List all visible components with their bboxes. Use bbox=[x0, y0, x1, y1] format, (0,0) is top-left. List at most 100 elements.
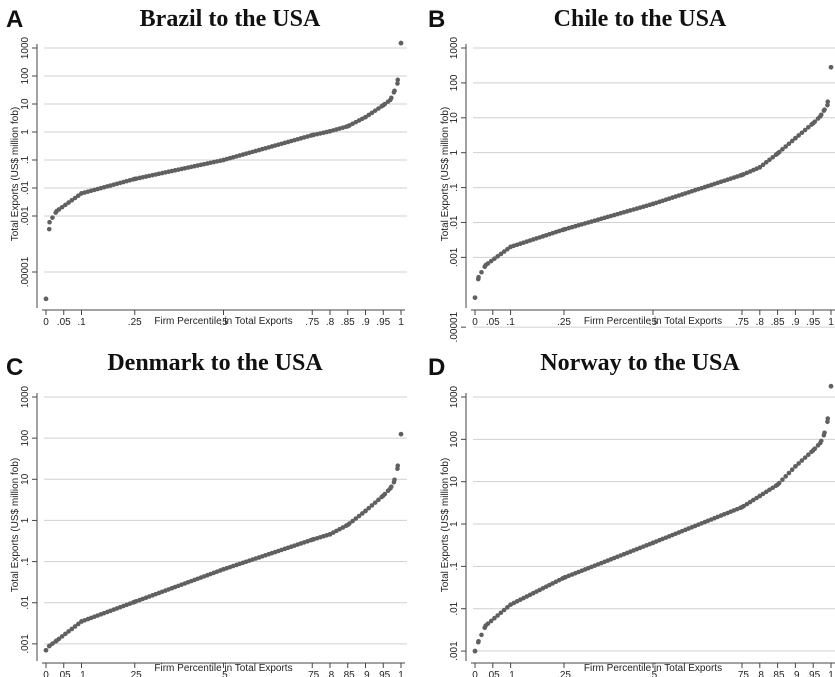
data-point bbox=[561, 575, 567, 581]
y-tick-label: 10 bbox=[449, 476, 460, 488]
data-point bbox=[66, 629, 71, 634]
data-point bbox=[810, 120, 816, 126]
y-tick-label: .01 bbox=[449, 215, 460, 229]
y-tick-label: 100 bbox=[20, 67, 31, 84]
data-point bbox=[398, 431, 404, 437]
data-point bbox=[505, 605, 510, 610]
data-point bbox=[366, 112, 372, 118]
panel-title-b: Chile to the USA bbox=[553, 6, 727, 32]
data-point bbox=[739, 172, 745, 178]
panel-title-d: Norway to the USA bbox=[540, 350, 740, 376]
x-tick-label: .1 bbox=[77, 670, 86, 677]
y-tick-label: 1000 bbox=[20, 385, 31, 408]
data-point bbox=[780, 146, 785, 152]
panel-title-a: Brazil to the USA bbox=[139, 6, 321, 32]
x-tick-label: 1 bbox=[828, 317, 834, 328]
panel-letter-a: A bbox=[6, 6, 24, 33]
data-point bbox=[508, 602, 513, 607]
data-point bbox=[391, 90, 397, 95]
data-point bbox=[50, 215, 55, 220]
x-tick-label: 0 bbox=[43, 317, 49, 328]
y-tick-label: .00001 bbox=[20, 256, 31, 287]
x-tick-label: .5 bbox=[219, 670, 228, 677]
data-point bbox=[472, 295, 478, 300]
y-axis-title: Total Exports (US$ million fob) bbox=[10, 458, 21, 593]
x-tick-label: .8 bbox=[326, 670, 335, 677]
data-point bbox=[476, 639, 481, 644]
x-tick-label: .25 bbox=[557, 670, 571, 677]
data-point bbox=[46, 226, 52, 232]
x-tick-label: .05 bbox=[57, 670, 71, 677]
data-point bbox=[132, 599, 138, 605]
data-point bbox=[498, 610, 504, 616]
data-point bbox=[359, 511, 365, 516]
y-tick-label: 1000 bbox=[449, 385, 460, 408]
data-point bbox=[789, 467, 795, 472]
data-point bbox=[380, 102, 386, 108]
x-tick-label: .75 bbox=[735, 317, 749, 328]
y-tick-label: 1 bbox=[449, 149, 460, 155]
x-tick-label: .25 bbox=[128, 317, 142, 328]
data-point bbox=[802, 455, 808, 460]
data-point bbox=[66, 200, 71, 205]
chart-norway: .001 .01 .1 1 10 100 1000 0 .05 .1 .25 .5 .75 .8 .85 .9… bbox=[440, 383, 835, 677]
x-tick-label: .1 bbox=[506, 670, 515, 677]
data-point bbox=[492, 615, 497, 621]
data-point bbox=[492, 256, 497, 262]
y-axis-title: Total Exports (US$ million fob) bbox=[440, 458, 451, 593]
data-point bbox=[483, 623, 488, 628]
data-point bbox=[821, 432, 827, 438]
x-tick-label: .9 bbox=[791, 670, 800, 677]
data-point bbox=[353, 516, 359, 521]
data-point bbox=[372, 500, 378, 505]
data-point bbox=[395, 77, 401, 83]
x-tick-label: 1 bbox=[398, 670, 404, 677]
data-point bbox=[650, 540, 656, 546]
data-point bbox=[650, 201, 656, 207]
x-tick-label: 1 bbox=[828, 670, 834, 677]
data-point bbox=[59, 204, 65, 210]
data-point bbox=[395, 81, 400, 86]
x-tick-label: .8 bbox=[756, 317, 765, 328]
data-point bbox=[775, 151, 780, 156]
data-point bbox=[43, 296, 49, 302]
data-point bbox=[391, 479, 397, 485]
data-point bbox=[505, 246, 510, 252]
chart-brazil: .00001 .001 .01 .1 1 10 100 1000 0 .05 .1 .25 .5 .75.… bbox=[10, 36, 407, 328]
data-point bbox=[47, 643, 52, 649]
y-tick-label: .1 bbox=[449, 562, 460, 571]
y-axis-title: Total Exports (US$ million fob) bbox=[440, 107, 451, 242]
x-tick-label: .25 bbox=[128, 670, 142, 677]
x-tick-label: .8 bbox=[756, 670, 765, 677]
data-point bbox=[828, 383, 834, 389]
x-tick-label: .9 bbox=[361, 670, 370, 677]
data-point bbox=[770, 154, 776, 160]
data-point bbox=[69, 626, 75, 632]
data-point bbox=[495, 613, 500, 618]
data-point bbox=[75, 621, 81, 627]
y-tick-label: 1000 bbox=[20, 36, 31, 59]
x-tick-label: .85 bbox=[771, 670, 785, 677]
y-tick-label: 1 bbox=[20, 129, 31, 135]
x-tick-label: .9 bbox=[791, 317, 800, 328]
x-tick-label: .95 bbox=[376, 317, 390, 328]
data-point bbox=[395, 466, 400, 472]
data-point bbox=[818, 440, 823, 446]
data-point bbox=[780, 477, 785, 482]
data-point bbox=[54, 208, 59, 214]
data-point bbox=[793, 464, 798, 469]
data-point bbox=[760, 162, 766, 168]
data-point bbox=[793, 135, 798, 141]
data-point bbox=[825, 99, 831, 105]
y-tick-label: .1 bbox=[20, 557, 31, 566]
data-point bbox=[810, 448, 816, 453]
y-tick-label: .1 bbox=[20, 155, 31, 164]
data-point bbox=[825, 419, 830, 425]
data-point bbox=[309, 132, 315, 138]
x-tick-label: .1 bbox=[77, 317, 86, 328]
y-tick-label: .001 bbox=[20, 634, 31, 654]
x-tick-label: .05 bbox=[57, 317, 71, 328]
data-point bbox=[488, 618, 494, 624]
x-tick-label: 1 bbox=[398, 317, 404, 328]
x-tick-label: .85 bbox=[771, 317, 785, 328]
